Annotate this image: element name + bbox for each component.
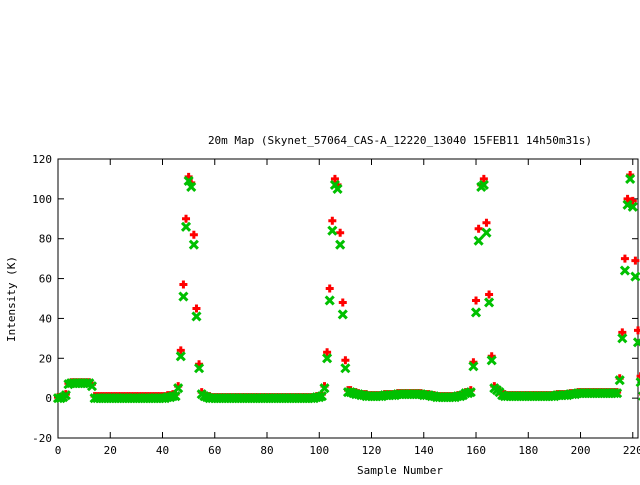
data-point	[176, 346, 185, 355]
data-point	[336, 228, 345, 237]
data-point	[614, 375, 625, 386]
data-point	[618, 328, 627, 337]
data-point	[186, 181, 197, 192]
data-point	[60, 390, 71, 401]
data-point	[617, 333, 628, 344]
data-point	[327, 225, 338, 236]
y-tick-label: 120	[32, 153, 52, 166]
x-tick-label: 40	[156, 444, 169, 457]
data-point	[194, 363, 205, 374]
data-point	[623, 194, 632, 203]
data-point	[189, 230, 198, 239]
y-tick-label: -20	[32, 432, 52, 445]
data-point	[473, 235, 484, 246]
data-point	[482, 218, 491, 227]
data-point	[178, 291, 189, 302]
data-point	[179, 280, 188, 289]
y-tick-label: 80	[39, 233, 52, 246]
data-point	[631, 256, 640, 265]
data-point	[474, 224, 483, 233]
data-point	[322, 353, 333, 364]
data-point	[486, 355, 497, 366]
data-point	[468, 361, 479, 372]
data-point	[338, 298, 347, 307]
data-point	[612, 388, 623, 399]
data-point	[625, 173, 636, 184]
data-point	[341, 356, 350, 365]
y-tick-label: 60	[39, 273, 52, 286]
data-point	[340, 363, 351, 374]
data-point	[175, 351, 186, 362]
data-point	[191, 311, 202, 322]
y-tick-label: 20	[39, 352, 52, 365]
data-point	[478, 179, 489, 190]
x-tick-label: 120	[362, 444, 382, 457]
data-point	[180, 221, 192, 232]
data-point	[328, 216, 337, 225]
data-point	[325, 284, 334, 293]
data-point	[479, 174, 488, 183]
x-tick-label: 80	[260, 444, 273, 457]
y-tick-label: 40	[39, 312, 52, 325]
x-tick-label: 60	[208, 444, 221, 457]
x-tick-label: 140	[414, 444, 434, 457]
y-axis: -20 0 20 40 60 80 100 120	[32, 153, 638, 445]
x-axis: 0 20 40 60 80 100 120 140 160 180 200 220	[55, 159, 640, 457]
data-point	[472, 296, 481, 305]
y-tick-label: 0	[45, 392, 52, 405]
x-tick-label: 200	[571, 444, 591, 457]
data-point	[627, 201, 638, 212]
data-point	[609, 388, 620, 399]
data-point	[330, 174, 339, 183]
data-point	[316, 391, 327, 402]
y-tick-label: 100	[32, 193, 52, 206]
data-point	[335, 239, 346, 250]
data-point	[81, 378, 92, 389]
data-point	[485, 290, 494, 299]
data-point	[324, 295, 335, 306]
x-tick-label: 100	[309, 444, 329, 457]
x-tick-label: 180	[518, 444, 538, 457]
x-tick-label: 0	[55, 444, 62, 457]
data-point	[465, 387, 476, 398]
data-point	[167, 391, 179, 402]
data-point	[319, 383, 330, 394]
data-point	[183, 175, 194, 186]
data-point	[635, 377, 640, 388]
data-point	[86, 381, 98, 392]
data-point	[484, 297, 495, 308]
data-point	[192, 304, 201, 313]
data-point	[182, 214, 191, 223]
data-point	[632, 337, 640, 348]
plot-area	[52, 170, 640, 404]
plot-frame	[57, 158, 639, 439]
data-point	[619, 265, 630, 276]
data-point	[188, 239, 199, 250]
x-tick-label: 220	[623, 444, 640, 457]
x-axis-label: Sample Number	[357, 464, 443, 477]
data-point	[470, 307, 482, 318]
data-point	[323, 348, 332, 357]
data-point	[634, 326, 640, 335]
data-point	[620, 254, 629, 263]
data-point	[170, 391, 181, 402]
chart-title: 20m Map (Skynet_57064_CAS-A_12220_13040 …	[208, 134, 592, 147]
data-point	[173, 383, 184, 394]
data-point	[337, 309, 348, 320]
y-axis-label: Intensity (K)	[5, 256, 18, 342]
data-point	[636, 372, 640, 381]
data-point	[481, 227, 492, 238]
data-point	[332, 183, 343, 194]
series-2	[52, 173, 640, 404]
x-tick-label: 20	[104, 444, 117, 457]
data-point	[630, 271, 640, 282]
x-tick-label: 160	[466, 444, 486, 457]
plot-border	[57, 158, 639, 439]
